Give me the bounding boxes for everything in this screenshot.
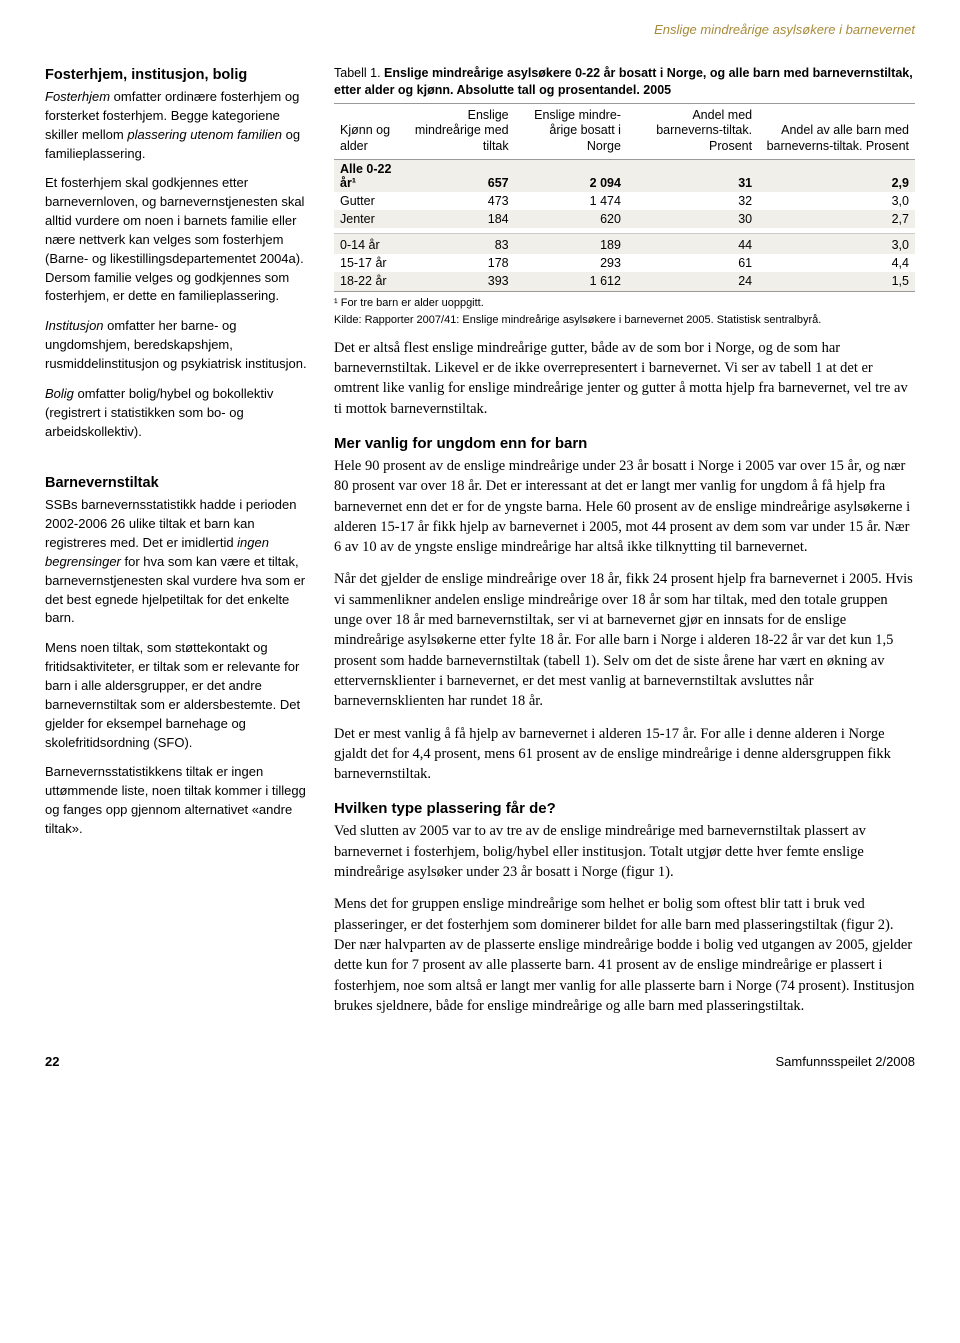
page-footer: 22 Samfunnsspeilet 2/2008 [45, 1054, 915, 1069]
table-cell: 189 [515, 234, 627, 255]
table-row: Alle 0-22 år¹6572 094312,9 [334, 159, 915, 192]
table-header-row: Kjønn og alder Enslige mindreårige med t… [334, 103, 915, 159]
sidebox-para: Mens noen tiltak, som støttekontakt og f… [45, 639, 310, 752]
table-cell: 4,4 [758, 254, 915, 272]
sidebox-barnevernstiltak: Barnevernstiltak SSBs barnevernsstatisti… [45, 473, 310, 838]
table-cell: 31 [627, 159, 758, 192]
body-heading: Mer vanlig for ungdom enn for barn [334, 433, 915, 454]
table-cell: 2 094 [515, 159, 627, 192]
sidebox-para: Bolig omfatter bolig/hybel og bokollekti… [45, 385, 310, 442]
publication-info: Samfunnsspeilet 2/2008 [776, 1054, 915, 1069]
data-table: Kjønn og alder Enslige mindreårige med t… [334, 103, 915, 292]
col-header: Andel med barneverns-tiltak. Prosent [627, 103, 758, 159]
body-para: Det er altså flest enslige mindreårige g… [334, 338, 915, 419]
col-header: Andel av alle barn med barneverns-tiltak… [758, 103, 915, 159]
body-para: Mens det for gruppen enslige mindreårige… [334, 894, 915, 1016]
sidebar: Fosterhjem, institusjon, bolig Fosterhje… [45, 65, 310, 1028]
table-cell: 473 [398, 192, 514, 210]
table-cell: 178 [398, 254, 514, 272]
table-row: 0-14 år83189443,0 [334, 234, 915, 255]
table-cell: Gutter [334, 192, 398, 210]
sidebox-para: Fosterhjem omfatter ordinære fosterhjem … [45, 88, 310, 163]
running-head: Enslige mindreårige asylsøkere i barneve… [45, 22, 915, 37]
body-para: Ved slutten av 2005 var to av tre av de … [334, 821, 915, 882]
table-cell: 30 [627, 210, 758, 228]
table-caption: Tabell 1. Enslige mindreårige asylsøkere… [334, 65, 915, 99]
table-cell: 1 474 [515, 192, 627, 210]
sidebox-title: Fosterhjem, institusjon, bolig [45, 65, 310, 86]
table-cell: 3,0 [758, 192, 915, 210]
table-footnote: ¹ For tre barn er alder uoppgitt. [334, 296, 915, 311]
table-source: Kilde: Rapporter 2007/41: Enslige mindre… [334, 313, 915, 328]
col-header: Enslige mindre-årige bosatt i Norge [515, 103, 627, 159]
sidebox-para: Barnevernsstatistikkens tiltak er ingen … [45, 763, 310, 838]
table-cell: 293 [515, 254, 627, 272]
table-cell: 61 [627, 254, 758, 272]
table-cell: 2,9 [758, 159, 915, 192]
table-cell: Alle 0-22 år¹ [334, 159, 398, 192]
sidebox-para: Institusjon omfatter her barne- og ungdo… [45, 317, 310, 374]
table-cell: 32 [627, 192, 758, 210]
body-para: Hele 90 prosent av de enslige mindreårig… [334, 456, 915, 557]
sidebox-fosterhjem: Fosterhjem, institusjon, bolig Fosterhje… [45, 65, 310, 441]
table-cell: 83 [398, 234, 514, 255]
sidebox-para: SSBs barnevernsstatistikk hadde i period… [45, 496, 310, 628]
table-cell: 3,0 [758, 234, 915, 255]
table-row: Gutter4731 474323,0 [334, 192, 915, 210]
table-cell: 1,5 [758, 272, 915, 292]
table-cell: 657 [398, 159, 514, 192]
table-cell: 620 [515, 210, 627, 228]
page-number: 22 [45, 1054, 59, 1069]
table-cell: 1 612 [515, 272, 627, 292]
table-cell: 393 [398, 272, 514, 292]
sidebox-title: Barnevernstiltak [45, 473, 310, 494]
body-heading: Hvilken type plassering får de? [334, 798, 915, 819]
article-body: Det er altså flest enslige mindreårige g… [334, 338, 915, 1016]
table-row: Jenter184620302,7 [334, 210, 915, 228]
col-header: Kjønn og alder [334, 103, 398, 159]
table-cell: 24 [627, 272, 758, 292]
body-para: Det er mest vanlig å få hjelp av barneve… [334, 724, 915, 785]
sidebox-para: Et fosterhjem skal godkjennes etter barn… [45, 174, 310, 306]
table-cell: 0-14 år [334, 234, 398, 255]
table-row: 15-17 år178293614,4 [334, 254, 915, 272]
table-cell: 44 [627, 234, 758, 255]
table-cell: 18-22 år [334, 272, 398, 292]
main-content: Tabell 1. Enslige mindreårige asylsøkere… [334, 65, 915, 1028]
body-para: Når det gjelder de enslige mindreårige o… [334, 569, 915, 711]
table-cell: 15-17 år [334, 254, 398, 272]
table-cell: 2,7 [758, 210, 915, 228]
table-cell: Jenter [334, 210, 398, 228]
col-header: Enslige mindreårige med tiltak [398, 103, 514, 159]
table-cell: 184 [398, 210, 514, 228]
table-row: 18-22 år3931 612241,5 [334, 272, 915, 292]
